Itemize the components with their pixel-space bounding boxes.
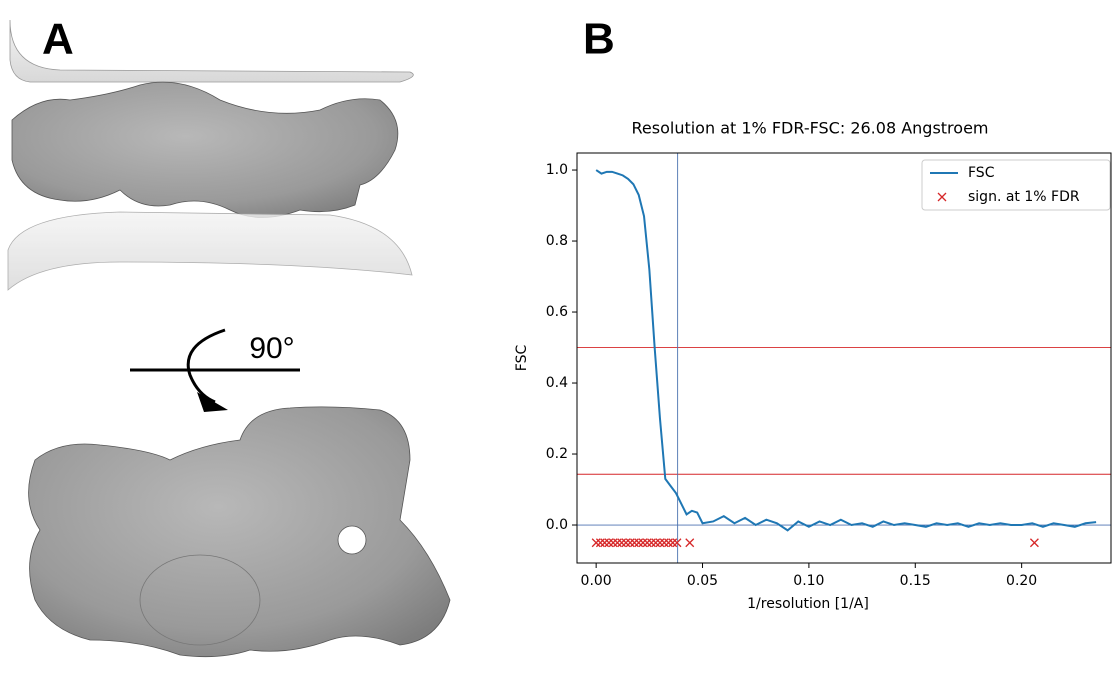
cross-marker [591, 538, 601, 548]
cross-marker [604, 538, 614, 548]
membrane-disc [7, 211, 413, 291]
density-contour [139, 554, 261, 646]
cross-marker [629, 538, 639, 548]
y-tick-label: 0.6 [546, 304, 568, 320]
cross-marker [612, 538, 622, 548]
cross-marker [647, 538, 656, 548]
y-tick-label: 0.4 [546, 375, 568, 391]
cross-marker [1029, 538, 1039, 548]
fsc-line [595, 169, 1097, 532]
cross-marker [595, 538, 605, 548]
cross-marker [664, 538, 673, 548]
cross-marker [668, 538, 678, 548]
legend-box [921, 159, 1111, 211]
cross-marker [651, 538, 661, 548]
chart-title: Resolution at 1% FDR-FSC: 26.08 Angstroe… [632, 119, 989, 138]
density-map-top [11, 81, 399, 218]
legend-swatch [937, 192, 947, 202]
membrane-disc [9, 19, 414, 83]
cross-marker [617, 538, 627, 548]
x-tick-label: 0.10 [793, 573, 824, 589]
cross-marker [659, 538, 669, 548]
cross-marker [638, 538, 648, 548]
fsc-plot: Resolution at 1% FDR-FSC: 26.08 Angstroe… [514, 119, 1112, 612]
x-tick-label: 0.05 [687, 573, 718, 589]
y-tick-label: 0.0 [546, 517, 568, 533]
legend-label: sign. at 1% FDR [968, 189, 1080, 205]
legend-label: FSC [968, 165, 995, 181]
rotation-label: 90° [249, 332, 294, 365]
cross-marker [655, 538, 665, 548]
panel-label: B [583, 15, 615, 64]
y-tick-label: 1.0 [546, 162, 568, 178]
x-tick-label: 0.15 [900, 573, 931, 589]
panel-label: A [42, 15, 74, 64]
x-tick-label: 0.20 [1006, 573, 1037, 589]
x-axis-label: 1/resolution [1/A] [747, 596, 869, 612]
y-axis-label: FSC [514, 345, 530, 372]
density-hole [337, 525, 367, 555]
cross-marker [634, 538, 644, 548]
x-tick-label: 0.00 [581, 573, 612, 589]
cross-marker [642, 538, 652, 548]
arrow-head [197, 392, 228, 412]
axes-frame [576, 152, 1112, 564]
cross-marker [608, 538, 618, 548]
y-tick-label: 0.2 [546, 446, 568, 462]
panel-a: A 90° [7, 15, 451, 658]
density-map-bottom [28, 406, 451, 658]
cross-marker [625, 538, 635, 548]
cross-marker [685, 538, 695, 548]
cross-marker [600, 538, 610, 548]
rotation-arrow [186, 328, 226, 404]
cross-marker [672, 538, 682, 548]
y-tick-label: 0.8 [546, 233, 568, 249]
cross-marker [621, 538, 631, 548]
